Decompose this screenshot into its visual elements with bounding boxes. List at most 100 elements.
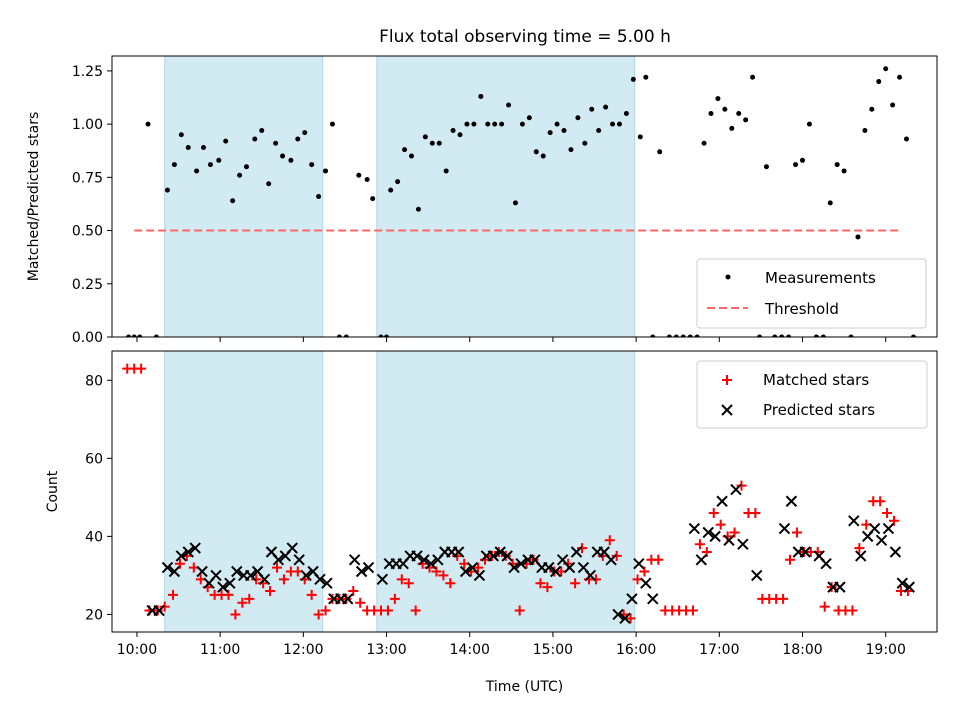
predicted-stars-point: [702, 526, 714, 539]
measurement-point: [492, 121, 498, 127]
y-tick-label: 80: [85, 373, 103, 389]
predicted-stars-point: [868, 522, 881, 535]
plot-area: [126, 56, 916, 337]
matched-stars-point: [729, 527, 740, 538]
matched-stars-point: [355, 597, 366, 608]
matched-stars-point: [604, 535, 615, 546]
matched-stars-point: [653, 554, 664, 565]
predicted-stars-point: [896, 577, 909, 589]
measurement-point: [178, 132, 184, 138]
measurement-point: [903, 136, 909, 142]
matched-stars-point: [639, 566, 650, 577]
measurement-point: [266, 181, 272, 187]
predicted-stars-point: [314, 573, 326, 586]
measurement-point: [302, 130, 308, 136]
measurement-point: [820, 334, 826, 337]
measurement-point: [131, 334, 137, 337]
y-tick-label: 40: [85, 529, 103, 545]
matched-stars-point: [577, 543, 588, 554]
predicted-stars-point: [626, 593, 638, 605]
measurement-point: [862, 128, 868, 134]
measurement-point: [855, 234, 861, 240]
x-tick-label: 11:00: [200, 642, 240, 658]
measurement-point: [890, 102, 896, 108]
matched-stars-point: [159, 601, 170, 612]
predicted-stars-point: [286, 542, 298, 554]
predicted-stars-point: [153, 604, 165, 617]
measurement-point: [506, 102, 512, 108]
legend-label-predicted: Predicted stars: [763, 401, 875, 419]
measurement-point: [910, 334, 916, 337]
measurement-point: [589, 106, 595, 112]
legend-label-matched: Matched stars: [763, 371, 869, 389]
matched-stars-point: [136, 363, 147, 374]
predicted-stars-point: [882, 522, 895, 535]
measurement-point: [666, 334, 672, 337]
x-tick-label: 15:00: [533, 642, 573, 658]
y-tick-label: 0.75: [72, 170, 103, 186]
measurement-point: [194, 168, 200, 174]
measurement-point: [786, 334, 792, 337]
predicted-stars-point: [272, 554, 285, 566]
measurement-point: [436, 140, 442, 146]
x-tick-label: 12:00: [283, 642, 323, 658]
predicted-stars-point: [549, 565, 562, 578]
measurement-point: [547, 130, 553, 136]
measurement-point: [848, 334, 854, 337]
predicted-stars-point: [487, 550, 500, 562]
y-axis-label: Count: [45, 470, 61, 512]
predicted-stars-point: [751, 569, 763, 582]
measurement-point: [750, 74, 756, 80]
predicted-stars-point: [189, 542, 201, 554]
measurement-point: [450, 128, 456, 134]
measurement-point: [519, 121, 525, 127]
matched-stars-point: [431, 566, 442, 577]
measurement-point: [715, 96, 721, 102]
predicted-stars-point: [224, 577, 236, 589]
predicted-stars-point: [903, 581, 915, 593]
matched-stars-point: [785, 554, 796, 565]
predicted-stars-point: [563, 561, 576, 574]
predicted-stars-point: [848, 515, 860, 527]
matched-stars-point: [244, 593, 255, 604]
measurement-point: [779, 334, 785, 337]
measurement-point: [457, 132, 463, 138]
matched-stars-point: [750, 507, 761, 518]
predicted-stars-point: [210, 569, 222, 582]
predicted-stars-point: [709, 530, 721, 543]
predicted-stars-point: [785, 495, 798, 507]
measurement-point: [388, 187, 394, 193]
legend-measurement-marker: [725, 274, 731, 280]
predicted-stars-point: [342, 593, 354, 605]
predicted-stars-point: [570, 546, 583, 558]
predicted-stars-point: [348, 554, 361, 566]
measurement-point: [568, 147, 574, 153]
measurement-point: [443, 168, 449, 174]
predicted-stars-point: [778, 522, 791, 535]
measurement-point: [623, 110, 629, 116]
predicted-stars-point: [688, 522, 701, 535]
legend-bottom: Matched stars Predicted stars: [696, 360, 928, 429]
measurement-point: [876, 79, 882, 85]
measurement-point: [323, 168, 329, 174]
predicted-stars-point: [293, 554, 305, 566]
matched-stars-point: [791, 527, 802, 538]
measurement-point: [153, 334, 159, 337]
measurement-point: [223, 138, 229, 144]
measurement-point: [763, 164, 769, 170]
legend-matched-marker: [722, 375, 732, 385]
predicted-stars-point: [182, 546, 194, 558]
measurement-point: [596, 128, 602, 134]
predicted-stars-point: [612, 608, 624, 621]
x-tick-label: 17:00: [699, 642, 739, 658]
x-tick-label: 16:00: [616, 642, 656, 658]
observing-interval-shade: [164, 351, 324, 632]
measurement-point: [841, 168, 847, 174]
measurement-point: [743, 117, 749, 123]
observing-interval-shade: [164, 56, 324, 337]
axes-frame: [111, 350, 938, 633]
measurement-point: [185, 145, 191, 151]
measurement-point: [485, 121, 491, 127]
predicted-stars-point: [452, 546, 465, 558]
predicted-stars-point: [362, 561, 375, 574]
